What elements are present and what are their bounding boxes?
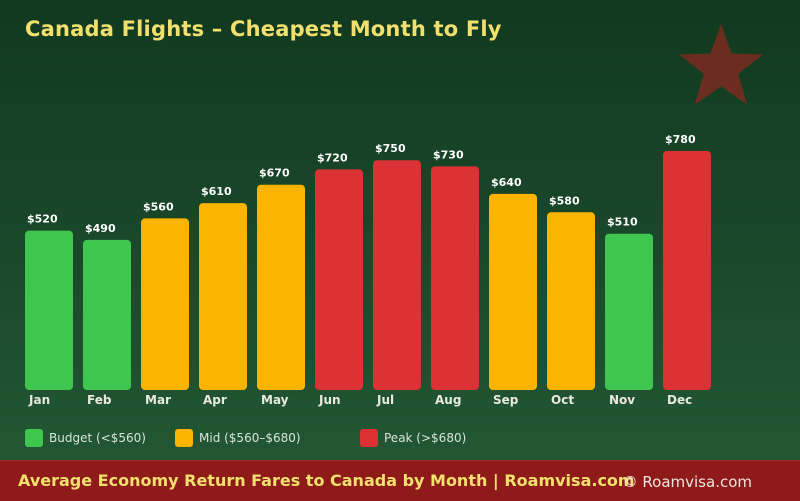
- bars-group: [25, 151, 711, 390]
- bar-value-label-jan: $520: [27, 213, 58, 226]
- bar-value-label-jul: $750: [375, 142, 406, 155]
- bar-jan: [25, 230, 73, 390]
- bar-value-label-may: $670: [259, 167, 290, 180]
- x-tick-dec: Dec: [667, 393, 692, 407]
- bar-value-label-sep: $640: [491, 176, 522, 189]
- x-tick-jan: Jan: [28, 393, 50, 407]
- bar-apr: [199, 203, 247, 390]
- bar-feb: [83, 239, 131, 390]
- bar-nov: [605, 233, 653, 390]
- bar-value-label-mar: $560: [143, 200, 174, 213]
- x-tick-mar: Mar: [145, 393, 171, 407]
- x-tick-nov: Nov: [609, 393, 635, 407]
- legend-item-budget: Budget (<$560): [25, 429, 146, 447]
- bar-aug: [431, 166, 479, 390]
- bar-value-label-aug: $730: [433, 148, 464, 161]
- bar-value-label-oct: $580: [549, 194, 580, 207]
- x-tick-jul: Jul: [376, 393, 394, 407]
- legend-swatch-budget: [25, 429, 43, 447]
- bar-value-label-nov: $510: [607, 216, 638, 229]
- x-tick-aug: Aug: [435, 393, 461, 407]
- x-tick-jun: Jun: [318, 393, 341, 407]
- legend-swatch-mid: [175, 429, 193, 447]
- footer-text: Average Economy Return Fares to Canada b…: [18, 471, 635, 490]
- bar-value-label-dec: $780: [665, 133, 696, 146]
- bar-jul: [373, 160, 421, 390]
- footer-banner: Average Economy Return Fares to Canada b…: [0, 460, 800, 501]
- legend-swatch-peak: [360, 429, 378, 447]
- x-tick-apr: Apr: [203, 393, 227, 407]
- bar-mar: [141, 218, 189, 390]
- bar-value-label-jun: $720: [317, 151, 348, 164]
- x-tick-sep: Sep: [493, 393, 519, 407]
- x-tick-feb: Feb: [87, 393, 112, 407]
- legend-item-peak: Peak (>$680): [360, 429, 466, 447]
- legend-label-budget: Budget (<$560): [49, 431, 146, 445]
- legend-label-mid: Mid ($560–$680): [199, 431, 301, 445]
- bar-jun: [315, 169, 363, 390]
- footer-credit: © Roamvisa.com: [622, 473, 752, 491]
- bar-chart: $520 $490 $560 $610 $670 $720 $750 $730 $640 $580…: [25, 133, 711, 407]
- bar-value-labels: $520 $490 $560 $610 $670 $720 $750 $730 $640 $580…: [27, 133, 696, 235]
- legend-label-peak: Peak (>$680): [384, 431, 467, 445]
- bar-value-label-feb: $490: [85, 222, 116, 235]
- bar-value-label-apr: $610: [201, 185, 232, 198]
- x-axis-ticks: Jan Feb Mar Apr May Jun Jul Aug Sep Oct Nov Dec: [28, 393, 692, 407]
- x-tick-may: May: [261, 393, 289, 407]
- chart-title: Canada Flights – Cheapest Month to Fly: [25, 17, 502, 41]
- x-tick-oct: Oct: [551, 393, 574, 407]
- legend-item-mid: Mid ($560–$680): [175, 429, 301, 447]
- bar-oct: [547, 212, 595, 390]
- legend: Budget (<$560) Mid ($560–$680) Peak (>$6…: [0, 429, 800, 451]
- bar-may: [257, 184, 305, 390]
- maple-star-icon: [678, 24, 764, 105]
- bar-dec: [663, 151, 711, 390]
- bar-sep: [489, 193, 537, 390]
